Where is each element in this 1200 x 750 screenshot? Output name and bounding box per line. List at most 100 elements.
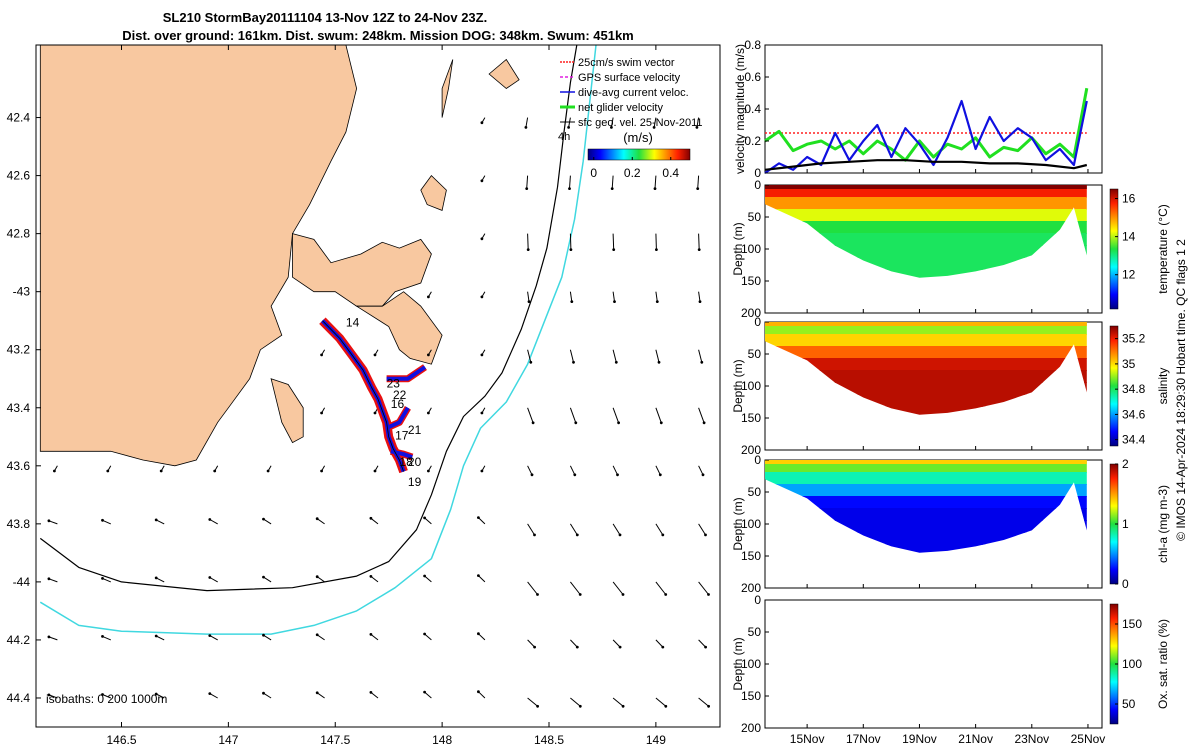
- section-colorbar-tick-label: 150: [1122, 617, 1142, 631]
- section-ylabel: Depth (m): [731, 637, 745, 690]
- vector-arrow-head: [575, 645, 579, 649]
- vector-arrow: [655, 523, 664, 536]
- vector-arrow: [655, 697, 667, 707]
- section-colorbar-tick-label: 100: [1122, 657, 1142, 671]
- section-colorbar: [1109, 188, 1119, 310]
- vector-arrow: [209, 693, 218, 699]
- section-ylabel: Depth (m): [731, 497, 745, 550]
- vector-arrow-head: [423, 690, 426, 694]
- legend-label-swim: 25cm/s swim vector: [578, 57, 675, 69]
- vector-arrow: [698, 465, 704, 476]
- vector-arrow-head: [616, 473, 619, 477]
- land-polygon-1: [292, 233, 432, 307]
- vector-arrow-head: [208, 692, 212, 695]
- section-y-tick-label: 0: [754, 315, 761, 329]
- vector-arrow: [610, 117, 614, 128]
- section-y-tick-label: 200: [741, 306, 761, 320]
- vector-arrow-head: [262, 575, 265, 579]
- vector-arrow-head: [610, 126, 613, 129]
- vector-arrow-head: [695, 126, 699, 129]
- vector-arrow: [655, 233, 657, 250]
- section-colorbar-tick-label: 2: [1122, 457, 1129, 471]
- section-surface-layer: [765, 460, 1087, 464]
- vector-arrow-head: [320, 469, 323, 473]
- vector-arrow-head: [658, 473, 662, 477]
- vector-arrow: [569, 523, 578, 536]
- vector-arrow-head: [427, 411, 430, 415]
- vector-arrow-head: [369, 633, 373, 636]
- vector-arrow: [102, 635, 111, 641]
- vector-arrow-head: [702, 421, 706, 425]
- isobath-200m-line: [39, 45, 578, 592]
- vector-arrow: [653, 117, 657, 128]
- map-colorbar-bar: [587, 148, 691, 161]
- section-y-tick-label: 200: [741, 721, 761, 735]
- vector-arrow-head: [707, 593, 710, 596]
- section-colorbar-tick-label: 34.4: [1122, 433, 1146, 447]
- map-y-tick-label: 44.2: [7, 633, 31, 647]
- vector-arrow: [696, 117, 700, 128]
- vector-arrow-head: [106, 469, 110, 473]
- section-y-tick-label: 50: [748, 485, 762, 499]
- vector-arrow: [569, 349, 574, 363]
- vector-arrow-head: [477, 690, 480, 694]
- vector-arrow: [527, 581, 538, 595]
- vector-arrow-head: [578, 593, 582, 596]
- vector-arrow-head: [477, 516, 480, 519]
- vector-arrow: [570, 697, 581, 707]
- section-depth-band: [765, 358, 1087, 371]
- vector-arrow: [102, 577, 111, 583]
- vector-arrow: [698, 523, 706, 536]
- vector-arrow-head: [530, 473, 534, 477]
- vector-arrow: [527, 639, 535, 648]
- vector-arrow-head: [661, 533, 665, 537]
- map-y-tick-label: 42.6: [7, 169, 31, 183]
- vector-arrow: [612, 523, 621, 536]
- vector-arrow-head: [652, 126, 656, 129]
- vector-arrow: [655, 581, 667, 595]
- section-field: [765, 460, 1087, 553]
- section-depth-band: [765, 334, 1087, 347]
- section-depth-band: [765, 370, 1087, 383]
- section-y-tick-label: 50: [748, 347, 762, 361]
- vector-arrow: [155, 693, 165, 699]
- section-depth-band: [765, 209, 1087, 222]
- vector-arrow-head: [621, 704, 625, 708]
- map-y-tick-label: 43.6: [7, 459, 31, 473]
- figure-title-line2: Dist. over ground: 161km. Dist. swum: 24…: [122, 28, 634, 43]
- section-y-tick-label: 100: [741, 379, 761, 393]
- map-x-tick-label: 149: [646, 733, 666, 747]
- vector-arrow: [48, 636, 58, 641]
- vector-arrow-head: [101, 693, 104, 696]
- section-colorbar-label: chl-a (mg m-3): [1156, 485, 1170, 563]
- vector-arrow-head: [704, 533, 707, 537]
- vector-arrow-head: [208, 576, 212, 579]
- vector-arrow: [263, 576, 272, 583]
- vector-arrow: [102, 519, 111, 525]
- vector-arrow-head: [653, 187, 657, 191]
- section-y-tick-label: 0: [754, 593, 761, 607]
- vector-arrow-head: [527, 300, 531, 303]
- vector-arrow-head: [101, 635, 104, 638]
- section-colorbar-label: salinity: [1156, 368, 1170, 405]
- section-colorbar-tick-label: 1: [1122, 517, 1129, 531]
- map-frame: [35, 44, 721, 728]
- vector-arrow: [526, 175, 529, 189]
- vector-arrow-head: [47, 635, 51, 639]
- vector-arrow: [698, 233, 700, 250]
- section-colorbar-tick-label: 35: [1122, 357, 1136, 371]
- vector-arrow-head: [700, 360, 704, 364]
- time-tick-label: 25Nov: [1071, 732, 1106, 746]
- section-y-tick-label: 100: [741, 242, 761, 256]
- map-y-tick-label: -44: [13, 575, 31, 589]
- vector-arrow-head: [315, 517, 319, 521]
- vector-arrow-head: [664, 593, 668, 596]
- vector-arrow-head: [477, 574, 480, 577]
- section-colorbar-tick-label: 34.6: [1122, 407, 1146, 421]
- section-colorbar-tick-label: 16: [1122, 192, 1136, 206]
- time-tick-label: 21Nov: [958, 732, 993, 746]
- vector-arrow-head: [154, 634, 158, 638]
- map-colorbar-tick-label: 0.4: [662, 166, 679, 180]
